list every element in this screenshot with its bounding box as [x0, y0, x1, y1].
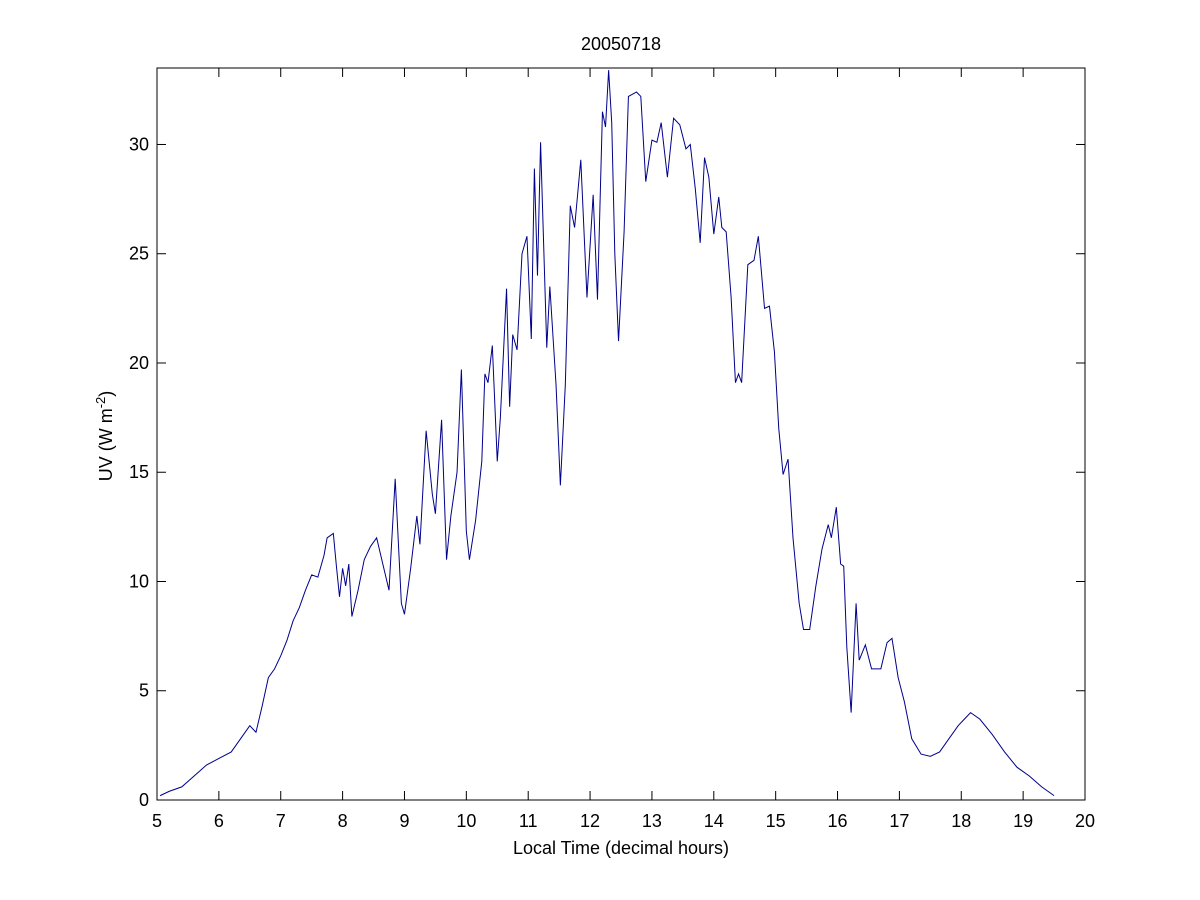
y-tick-label: 15 — [129, 462, 149, 482]
x-tick-label: 9 — [399, 811, 409, 831]
x-axis-label: Local Time (decimal hours) — [513, 838, 729, 858]
x-tick-label: 8 — [338, 811, 348, 831]
plot-box — [156, 67, 1086, 801]
x-tick-label: 7 — [276, 811, 286, 831]
data-line — [159, 70, 1055, 797]
x-tick-label: 12 — [580, 811, 600, 831]
x-tick-label: 19 — [1013, 811, 1033, 831]
y-label-sup: -2 — [93, 397, 108, 409]
x-tick-label: 11 — [519, 811, 538, 831]
x-tick-label: 20 — [1075, 811, 1095, 831]
y-tick-label: 30 — [129, 134, 149, 154]
x-tick-label: 10 — [456, 811, 476, 831]
x-tick-label: 18 — [951, 811, 971, 831]
x-tick-label: 14 — [704, 811, 724, 831]
x-tick-label: 13 — [642, 811, 662, 831]
x-tick-label: 6 — [214, 811, 224, 831]
y-tick-label: 5 — [139, 681, 149, 701]
y-axis-label: UV (W m-2) — [93, 391, 116, 482]
y-tick-label: 20 — [129, 353, 149, 373]
x-tick-label: 17 — [889, 811, 909, 831]
y-tick-label: 10 — [129, 571, 149, 591]
x-tick-label: 15 — [766, 811, 786, 831]
x-tick-label: 5 — [152, 811, 162, 831]
y-tick-label: 0 — [139, 790, 149, 810]
y-tick-label: 25 — [129, 244, 149, 264]
y-label-suffix: ) — [96, 391, 116, 397]
x-tick-label: 16 — [828, 811, 848, 831]
y-label-text: UV (W m — [96, 408, 116, 481]
chart-title: 20050718 — [581, 34, 661, 54]
